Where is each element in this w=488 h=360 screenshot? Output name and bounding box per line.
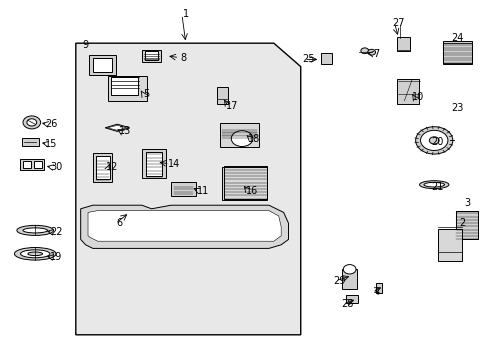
- Text: 5: 5: [143, 89, 149, 99]
- Circle shape: [420, 130, 447, 150]
- Ellipse shape: [28, 252, 42, 256]
- Text: 17: 17: [225, 101, 238, 111]
- Bar: [142, 49, 161, 62]
- Text: 8: 8: [180, 53, 186, 63]
- Text: 10: 10: [411, 92, 424, 102]
- Circle shape: [23, 116, 41, 129]
- Bar: [20, 159, 44, 170]
- Text: 7: 7: [373, 49, 379, 59]
- Circle shape: [367, 49, 375, 55]
- Ellipse shape: [17, 225, 53, 235]
- Text: 16: 16: [245, 186, 258, 196]
- Text: 14: 14: [167, 159, 180, 169]
- Text: 1: 1: [183, 9, 188, 19]
- Text: 26: 26: [45, 119, 58, 129]
- Polygon shape: [81, 205, 288, 248]
- Polygon shape: [105, 124, 129, 131]
- Bar: [455, 211, 477, 239]
- Text: 18: 18: [247, 134, 260, 144]
- Text: 12: 12: [106, 162, 119, 172]
- Bar: [224, 166, 266, 199]
- Text: 25: 25: [301, 54, 314, 64]
- Circle shape: [343, 265, 355, 274]
- Text: 19: 19: [50, 252, 62, 262]
- Text: 2: 2: [458, 218, 464, 228]
- Ellipse shape: [20, 250, 50, 258]
- Ellipse shape: [423, 183, 444, 187]
- Text: 20: 20: [430, 137, 443, 147]
- Bar: [142, 149, 165, 178]
- Bar: [111, 77, 138, 95]
- Text: 24: 24: [450, 33, 463, 43]
- Bar: [321, 53, 331, 64]
- Circle shape: [428, 137, 438, 144]
- Bar: [222, 167, 266, 200]
- Ellipse shape: [23, 228, 47, 233]
- Bar: [34, 161, 42, 168]
- Text: 4: 4: [373, 287, 379, 297]
- Text: 11: 11: [196, 186, 209, 196]
- Text: 3: 3: [463, 198, 469, 208]
- Bar: [93, 153, 112, 182]
- Polygon shape: [107, 125, 126, 130]
- Bar: [220, 123, 259, 147]
- Bar: [375, 283, 381, 293]
- Text: 9: 9: [82, 40, 88, 50]
- Text: 13: 13: [118, 126, 131, 136]
- Text: 21: 21: [430, 182, 443, 192]
- Bar: [442, 43, 471, 63]
- Circle shape: [360, 48, 368, 54]
- Bar: [455, 211, 477, 239]
- Circle shape: [27, 119, 37, 126]
- Bar: [346, 295, 357, 303]
- Bar: [442, 41, 471, 64]
- Text: 22: 22: [50, 227, 62, 237]
- Circle shape: [415, 127, 452, 154]
- Bar: [21, 138, 39, 146]
- Bar: [396, 37, 409, 51]
- Polygon shape: [76, 43, 300, 335]
- Text: 29: 29: [333, 276, 346, 286]
- Bar: [342, 269, 356, 289]
- Text: 15: 15: [45, 139, 58, 149]
- Bar: [171, 182, 195, 196]
- Bar: [145, 152, 162, 175]
- Bar: [23, 161, 30, 168]
- Bar: [89, 55, 116, 75]
- Bar: [93, 58, 112, 72]
- Ellipse shape: [419, 181, 448, 189]
- Bar: [107, 76, 146, 101]
- Text: 28: 28: [340, 299, 353, 309]
- Circle shape: [231, 131, 252, 147]
- Polygon shape: [88, 211, 281, 241]
- Text: 23: 23: [450, 103, 463, 113]
- Text: 6: 6: [117, 218, 122, 228]
- Text: 30: 30: [50, 162, 62, 172]
- Bar: [437, 229, 461, 261]
- Ellipse shape: [14, 248, 56, 260]
- Bar: [396, 79, 418, 104]
- Bar: [96, 156, 109, 179]
- Bar: [217, 87, 227, 104]
- Bar: [144, 51, 158, 60]
- Text: 27: 27: [391, 18, 404, 28]
